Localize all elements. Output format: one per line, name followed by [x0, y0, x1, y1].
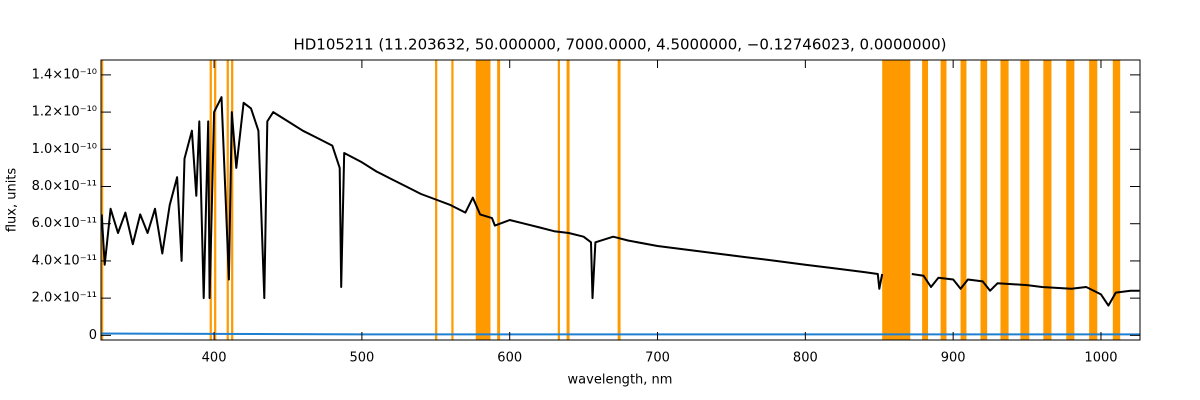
x-tick-label: 500 [349, 351, 374, 366]
masked-band [1066, 60, 1075, 340]
masked-band [209, 60, 212, 340]
x-axis-label: wavelength, nm [568, 373, 673, 388]
x-tick-label: 900 [941, 351, 966, 366]
y-tick-label: 2.0×10⁻¹¹ [32, 291, 97, 306]
masked-band [101, 60, 104, 340]
y-tick-label: 1.4×10⁻¹⁰ [32, 67, 97, 82]
masked-band [226, 60, 229, 340]
spectrum-line [100, 96, 1140, 307]
spectrum-line [100, 332, 1140, 336]
masked-band [960, 60, 967, 340]
masked-band [882, 60, 911, 340]
x-tick-label: 1000 [1084, 351, 1117, 366]
masked-band [1112, 60, 1121, 340]
y-tick-label: 0 [89, 328, 97, 343]
masked-band [1000, 60, 1009, 340]
masked-band [922, 60, 929, 340]
masked-band [1089, 60, 1098, 340]
masked-band [1043, 60, 1052, 340]
masked-band [451, 60, 454, 340]
x-tick-label: 800 [793, 351, 818, 366]
masked-band [566, 60, 570, 340]
y-tick-label: 1.2×10⁻¹⁰ [32, 105, 97, 120]
masked-band [940, 60, 947, 340]
masked-band [617, 60, 621, 340]
x-tick-label: 600 [497, 351, 522, 366]
masked-band [557, 60, 560, 340]
y-tick-label: 4.0×10⁻¹¹ [32, 253, 97, 268]
x-tick-label: 400 [202, 351, 227, 366]
y-tick-label: 6.0×10⁻¹¹ [32, 216, 97, 231]
masked-band [475, 60, 491, 340]
masked-band [980, 60, 988, 340]
masked-band [214, 60, 217, 340]
x-tick-label: 700 [645, 351, 670, 366]
masked-band [497, 60, 501, 340]
chart-title: HD105211 (11.203632, 50.000000, 7000.000… [293, 36, 946, 54]
masked-band [231, 60, 234, 340]
y-tick-label: 1.0×10⁻¹⁰ [32, 142, 97, 157]
y-tick-label: 8.0×10⁻¹¹ [32, 179, 97, 194]
masked-band [1020, 60, 1030, 340]
plot-frame [100, 59, 1141, 341]
y-axis-label: flux, units [5, 168, 20, 233]
